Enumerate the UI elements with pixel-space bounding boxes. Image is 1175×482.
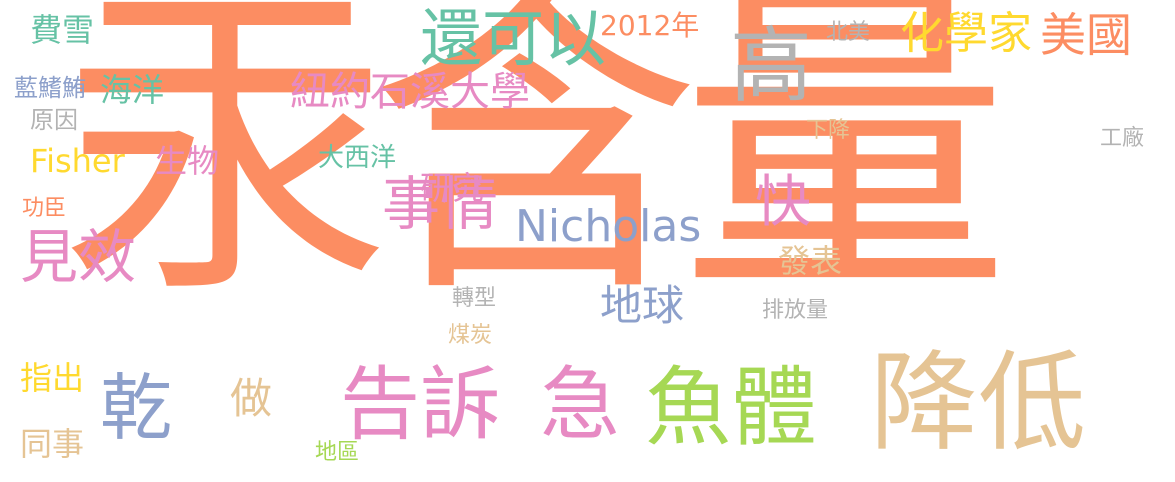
word-emissions: 排放量 xyxy=(762,298,829,323)
word-fisher: Fisher xyxy=(30,142,125,180)
word-fish-body: 魚體 xyxy=(645,358,817,458)
word-colleague: 同事 xyxy=(20,425,85,463)
word-matter: 事情 xyxy=(382,170,499,238)
word-publish: 發表 xyxy=(778,242,843,280)
word-reason: 原因 xyxy=(30,106,78,134)
word-north-america: 北美 xyxy=(826,20,871,45)
word-fast: 快 xyxy=(755,170,811,235)
word-mercury-content: 汞含量 xyxy=(60,0,1010,337)
word-tell: 告訴 xyxy=(340,358,500,451)
word-nicholas: Nicholas xyxy=(515,201,702,252)
word-coal: 煤炭 xyxy=(448,323,493,348)
word-ocean: 海洋 xyxy=(100,71,165,109)
word-earth: 地球 xyxy=(600,281,685,330)
word-chemist: 化學家 xyxy=(900,8,1032,59)
word-fisher-chinese: 費雪 xyxy=(30,11,95,49)
word-stony-brook-university: 紐約石溪大學 xyxy=(290,69,530,115)
word-reduce: 降低 xyxy=(870,341,1087,466)
word-rapid: 急 xyxy=(540,358,620,451)
word-atlantic: 大西洋 xyxy=(318,143,397,173)
word-2012: 2012年 xyxy=(600,9,700,42)
word-do: 做 xyxy=(230,374,273,423)
word-usa: 美國 xyxy=(1040,8,1132,62)
word-region: 地區 xyxy=(315,440,360,465)
word-point-out: 指出 xyxy=(20,359,85,397)
word-organism: 生物 xyxy=(155,142,220,180)
word-dry: 乾 xyxy=(100,366,173,450)
word-decline: 下降 xyxy=(806,118,851,143)
word-still-ok: 還可以 xyxy=(420,2,607,75)
word-research: 研究 xyxy=(420,169,485,207)
word-bluefin-tuna: 藍鰭鮪 xyxy=(14,74,86,102)
word-high: 高 xyxy=(730,19,813,114)
word-transition: 轉型 xyxy=(452,286,497,311)
word-factory: 工廠 xyxy=(1100,126,1145,151)
word-effective: 見效 xyxy=(20,223,137,291)
word-contributor: 功臣 xyxy=(22,196,67,221)
